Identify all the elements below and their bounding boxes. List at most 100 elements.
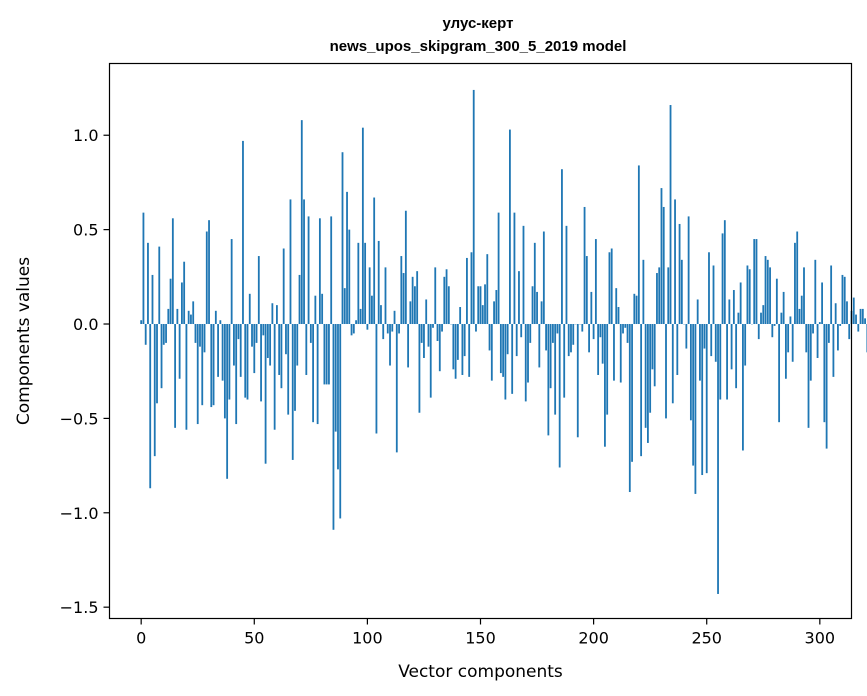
bar xyxy=(199,324,201,347)
bar xyxy=(352,324,355,334)
bar xyxy=(447,286,450,325)
bar xyxy=(316,324,319,425)
bar xyxy=(499,324,502,374)
y-axis: −1.5 −1.0 −0.5 0.0 0.5 1.0 xyxy=(60,126,110,617)
bar xyxy=(637,165,640,325)
bar xyxy=(251,324,253,347)
bar xyxy=(233,324,235,366)
bar xyxy=(246,324,249,400)
bar xyxy=(538,324,541,368)
bar xyxy=(674,199,676,325)
bar xyxy=(524,324,527,402)
bar xyxy=(359,308,362,325)
bar xyxy=(778,324,781,423)
bar xyxy=(303,199,305,325)
bar xyxy=(312,324,314,423)
bar xyxy=(809,324,812,381)
bar xyxy=(423,324,425,358)
bar xyxy=(703,324,706,349)
bar xyxy=(361,127,364,325)
bar xyxy=(667,267,670,325)
bar xyxy=(377,240,380,325)
bar xyxy=(805,324,808,353)
bar xyxy=(680,259,683,325)
bar xyxy=(456,324,459,360)
bar xyxy=(434,267,437,325)
bar xyxy=(576,324,579,438)
bar xyxy=(827,324,830,343)
bar xyxy=(549,324,552,389)
bar xyxy=(730,324,733,370)
bar xyxy=(230,239,233,325)
bar xyxy=(289,199,292,325)
bar xyxy=(366,324,369,330)
bar xyxy=(787,324,790,353)
bar xyxy=(151,274,154,325)
bar xyxy=(330,216,333,325)
bar xyxy=(784,324,787,379)
bar xyxy=(520,324,523,338)
bar xyxy=(567,324,570,357)
bar xyxy=(511,324,514,394)
bar xyxy=(762,305,765,325)
bar xyxy=(846,301,848,325)
bar xyxy=(176,308,179,325)
bar xyxy=(533,242,536,325)
bar xyxy=(547,324,550,436)
bar xyxy=(665,324,667,419)
bar xyxy=(597,324,600,375)
bar xyxy=(671,324,674,404)
bar xyxy=(237,324,240,340)
bar xyxy=(158,246,161,325)
bar xyxy=(841,274,844,325)
bar xyxy=(490,324,493,381)
bar xyxy=(264,324,267,464)
bar xyxy=(253,324,256,374)
bar xyxy=(583,206,586,325)
bar xyxy=(488,324,491,351)
bar xyxy=(800,295,803,325)
bar xyxy=(518,271,520,325)
bar xyxy=(472,89,475,325)
bar xyxy=(386,324,389,334)
bar xyxy=(660,188,663,325)
bar xyxy=(287,324,290,415)
bar xyxy=(852,297,855,325)
bar xyxy=(669,105,672,325)
bar xyxy=(744,324,747,366)
bar xyxy=(425,299,428,325)
bar xyxy=(201,324,204,406)
bar xyxy=(830,265,833,325)
bar xyxy=(689,324,692,421)
bar xyxy=(180,282,183,325)
bar xyxy=(585,256,588,325)
bar xyxy=(581,324,584,332)
bar xyxy=(644,324,647,428)
bar xyxy=(622,324,624,334)
bar xyxy=(522,225,525,325)
bar xyxy=(402,273,405,325)
bar xyxy=(194,324,197,343)
bar xyxy=(556,324,559,334)
bar xyxy=(368,267,371,325)
bar xyxy=(468,324,471,377)
bar xyxy=(753,239,756,325)
bar xyxy=(393,310,396,325)
bar xyxy=(454,324,457,379)
bar xyxy=(271,303,274,325)
bar xyxy=(642,259,645,325)
bar xyxy=(391,324,394,332)
bar xyxy=(357,242,360,325)
bar xyxy=(678,223,681,325)
bar xyxy=(162,324,165,345)
bar xyxy=(221,324,224,381)
bar xyxy=(821,282,823,325)
bar xyxy=(565,225,568,325)
bar xyxy=(780,312,783,325)
bar xyxy=(769,267,771,325)
bar xyxy=(545,324,548,351)
bar xyxy=(807,324,810,428)
bar xyxy=(748,269,751,325)
bar xyxy=(861,308,864,325)
